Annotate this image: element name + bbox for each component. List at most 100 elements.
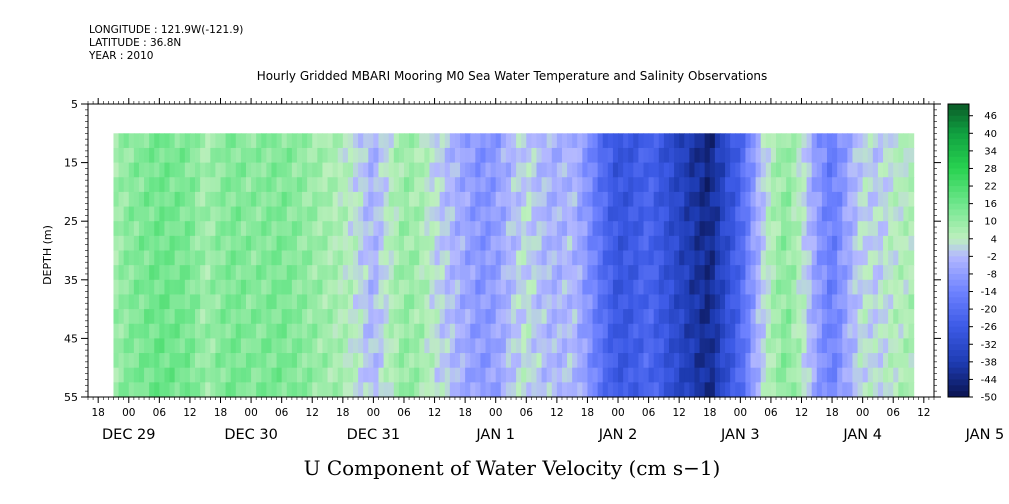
heatmap-cell bbox=[770, 309, 777, 325]
heatmap-cell bbox=[745, 250, 752, 266]
heatmap-cell bbox=[648, 279, 655, 296]
heatmap-cell bbox=[373, 338, 380, 354]
heatmap-cell bbox=[607, 279, 614, 296]
heatmap-cell bbox=[791, 162, 797, 178]
heatmap-cell bbox=[877, 206, 884, 222]
heatmap-cell bbox=[826, 221, 833, 237]
heatmap-cell bbox=[256, 338, 262, 354]
heatmap-cell bbox=[144, 338, 150, 354]
heatmap-cell bbox=[847, 133, 854, 149]
heatmap-cell bbox=[424, 133, 431, 149]
heatmap-cell bbox=[353, 206, 359, 222]
heatmap-cell bbox=[623, 133, 629, 149]
heatmap-cell bbox=[347, 353, 354, 369]
heatmap-cell bbox=[587, 265, 594, 281]
heatmap-cell bbox=[424, 323, 431, 339]
heatmap-cell bbox=[633, 147, 640, 164]
heatmap-cell bbox=[291, 206, 298, 222]
heatmap-cell bbox=[332, 221, 339, 237]
heatmap-cell bbox=[154, 367, 160, 383]
heatmap-cell bbox=[699, 367, 706, 383]
heatmap-cell bbox=[128, 265, 135, 281]
heatmap-cell bbox=[740, 367, 747, 383]
heatmap-cell bbox=[174, 279, 181, 296]
heatmap-cell bbox=[154, 353, 160, 369]
heatmap-cell bbox=[638, 294, 645, 310]
heatmap-cell bbox=[765, 279, 772, 296]
heatmap-cell bbox=[460, 279, 466, 296]
heatmap-cell bbox=[414, 235, 420, 252]
heatmap-cell bbox=[658, 250, 665, 266]
heatmap-cell bbox=[791, 265, 797, 281]
heatmap-cell bbox=[719, 177, 726, 193]
heatmap-cell bbox=[719, 250, 726, 266]
heatmap-cell bbox=[118, 206, 125, 222]
heatmap-cell bbox=[235, 382, 242, 398]
heatmap-cell bbox=[358, 367, 364, 383]
heatmap-cell bbox=[500, 191, 507, 208]
heatmap-cell bbox=[903, 309, 910, 325]
heatmap-cell bbox=[709, 353, 716, 369]
heatmap-cell bbox=[205, 309, 211, 325]
heatmap-cell bbox=[465, 353, 471, 369]
heatmap-cell bbox=[138, 221, 145, 237]
heatmap-cell bbox=[633, 133, 640, 149]
heatmap-cell bbox=[465, 367, 471, 383]
heatmap-cell bbox=[857, 250, 864, 266]
heatmap-cell bbox=[526, 279, 532, 296]
heatmap-cell bbox=[556, 309, 563, 325]
heatmap-cell bbox=[200, 133, 206, 149]
heatmap-cell bbox=[393, 309, 400, 325]
heatmap-cell bbox=[393, 265, 400, 281]
heatmap-cell bbox=[419, 133, 425, 149]
heatmap-cell bbox=[296, 221, 303, 237]
heatmap-cell bbox=[210, 338, 217, 354]
heatmap-cell bbox=[419, 162, 425, 178]
heatmap-cell bbox=[577, 191, 583, 208]
heatmap-cell bbox=[368, 206, 374, 222]
heatmap-cell bbox=[801, 279, 808, 296]
heatmap-cell bbox=[628, 353, 634, 369]
heatmap-cell bbox=[500, 133, 507, 149]
heatmap-cell bbox=[302, 191, 308, 208]
heatmap-cell bbox=[618, 177, 624, 193]
heatmap-cell bbox=[658, 206, 665, 222]
heatmap-cell bbox=[398, 147, 405, 164]
heatmap-cell bbox=[607, 338, 614, 354]
heatmap-cell bbox=[623, 338, 629, 354]
heatmap-cell bbox=[745, 206, 752, 222]
heatmap-cell bbox=[826, 338, 833, 354]
heatmap-cell bbox=[189, 221, 196, 237]
heatmap-cell bbox=[378, 367, 385, 383]
heatmap-cell bbox=[353, 221, 359, 237]
heatmap-cell bbox=[883, 221, 889, 237]
heatmap-cell bbox=[434, 133, 441, 149]
heatmap-cell bbox=[454, 382, 461, 398]
heatmap-cell bbox=[511, 162, 517, 178]
heatmap-cell bbox=[460, 367, 466, 383]
heatmap-cell bbox=[811, 235, 818, 252]
heatmap-cell bbox=[582, 309, 589, 325]
heatmap-cell bbox=[633, 382, 640, 398]
heatmap-cell bbox=[454, 265, 461, 281]
heatmap-cell bbox=[378, 206, 385, 222]
heatmap-cell bbox=[587, 250, 594, 266]
heatmap-cell bbox=[205, 191, 211, 208]
heatmap-cell bbox=[572, 191, 578, 208]
heatmap-cell bbox=[449, 279, 456, 296]
heatmap-cell bbox=[837, 367, 843, 383]
heatmap-cell bbox=[903, 265, 910, 281]
heatmap-cell bbox=[240, 162, 247, 178]
heatmap-cell bbox=[409, 221, 415, 237]
heatmap-cell bbox=[511, 235, 517, 252]
heatmap-cell bbox=[419, 147, 425, 164]
x-hour-tick-label: 06 bbox=[275, 407, 289, 419]
heatmap-cell bbox=[597, 382, 604, 398]
heatmap-cell bbox=[612, 235, 619, 252]
heatmap-cell bbox=[755, 353, 762, 369]
heatmap-cell bbox=[378, 177, 385, 193]
heatmap-cell bbox=[409, 323, 415, 339]
heatmap-cell bbox=[648, 221, 655, 237]
heatmap-cell bbox=[658, 382, 665, 398]
